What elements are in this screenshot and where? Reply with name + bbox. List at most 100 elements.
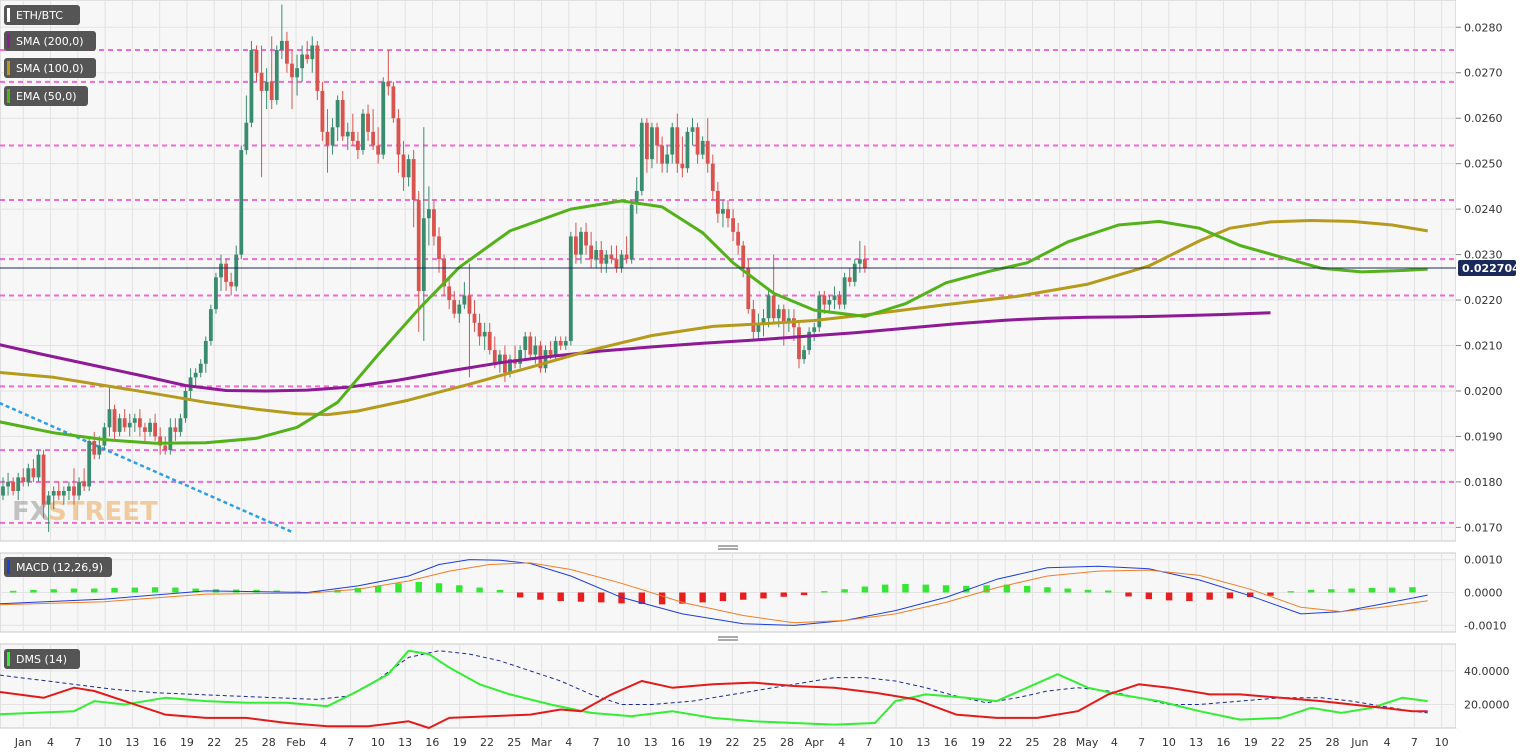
candle-bearish [290, 63, 294, 78]
candle-bullish [77, 481, 81, 496]
macd-histogram-bar-negative [699, 592, 706, 603]
x-tick-label: 7 [593, 736, 600, 749]
current-price-label: 0.022704 [1462, 262, 1520, 275]
candle-bullish [523, 336, 528, 351]
candle-bearish [350, 131, 355, 141]
candle-bearish [736, 231, 741, 246]
x-tick-label: 19 [1244, 736, 1258, 749]
candle-bullish [852, 263, 857, 282]
legend-macd[interactable]: MACD (12,26,9) [4, 557, 112, 577]
candle-bullish [553, 340, 558, 355]
candle-bullish [670, 127, 675, 155]
price-panel[interactable] [0, 0, 1457, 542]
dms-resize-handle[interactable] [718, 636, 738, 641]
candle-bullish [700, 140, 705, 155]
macd-histogram-bar-negative [1186, 592, 1193, 602]
candle-bullish [579, 231, 583, 255]
candle-bearish [158, 436, 163, 446]
candle-bullish [563, 340, 568, 346]
candle-bullish [6, 481, 10, 487]
x-tick-label: 7 [865, 736, 872, 749]
candle-bearish [153, 422, 157, 437]
x-tick-label: 13 [125, 736, 139, 749]
y-tick-label: 0.0190 [1464, 430, 1503, 443]
candle-bullish [46, 495, 51, 505]
macd-line [0, 559, 1428, 626]
legend-sma100[interactable]: SMA (100,0) [4, 58, 96, 78]
candle-bearish [371, 131, 376, 146]
candle-bullish [214, 277, 218, 310]
macd-histogram-bar-negative [658, 592, 666, 605]
x-tick-label: 22 [207, 736, 221, 749]
candle-bearish [558, 340, 563, 346]
candle-bearish [528, 336, 533, 355]
candle-bullish [300, 54, 305, 69]
candle-bullish [802, 350, 806, 360]
dms-panel[interactable] [0, 643, 1457, 729]
candle-bullish [335, 100, 340, 128]
candle-bullish [421, 218, 426, 291]
macd-indicator [0, 559, 1428, 626]
legend-sma200[interactable]: SMA (200,0) [4, 31, 96, 51]
macd-histogram-bar-positive [1307, 589, 1315, 593]
candle-bullish [26, 468, 31, 482]
candle-bearish [771, 295, 776, 319]
macd-histogram-bar-positive [50, 589, 57, 593]
candle-bearish [746, 268, 751, 310]
x-tick-label: 28 [1053, 736, 1067, 749]
legend-dms[interactable]: DMS (14) [4, 649, 80, 669]
macd-histogram-bar-positive [1064, 588, 1071, 593]
candle-bearish [396, 118, 401, 155]
macd-histogram-bar-negative [1145, 592, 1153, 600]
candle-bullish [634, 190, 639, 205]
macd-histogram-bar-positive [902, 583, 909, 593]
candle-bullish [198, 363, 203, 373]
candle-bullish [721, 209, 725, 214]
x-tick-label: 19 [971, 736, 985, 749]
candle-bearish [376, 145, 381, 155]
macd-histogram-bar-negative [800, 592, 808, 596]
candle-bullish [543, 350, 548, 369]
candle-bearish [644, 122, 649, 160]
candle-bearish [574, 236, 578, 255]
candle-bearish [112, 409, 117, 432]
y-tick-label: 0.0230 [1464, 249, 1503, 262]
candle-bearish [847, 277, 852, 282]
x-tick-label: 16 [153, 736, 167, 749]
macd-histogram-bar-negative [1267, 592, 1274, 596]
macd-histogram-bar-positive [861, 586, 869, 593]
candle-bullish [533, 345, 538, 355]
x-tick-label: 16 [671, 736, 685, 749]
macd-histogram-bar-positive [1003, 584, 1011, 593]
dms-minus-di-line [0, 680, 1428, 729]
y-tick-label: 0.0200 [1464, 385, 1503, 398]
macd-histogram-bar-positive [435, 583, 443, 593]
macd-histogram-bar-positive [354, 587, 362, 593]
candle-bearish [92, 440, 97, 455]
macd-histogram-bar-positive [1023, 585, 1031, 593]
legend-sma100-label: SMA (100,0) [16, 62, 84, 75]
candle-bearish [432, 209, 436, 237]
candle-bearish [305, 54, 310, 60]
candle-bearish [452, 300, 457, 314]
candle-bullish [761, 318, 766, 323]
macd-histogram-bar-positive [1084, 589, 1092, 593]
macd-histogram-bar-positive [1368, 587, 1376, 593]
candle-bullish [87, 440, 92, 487]
macd-histogram-bar-negative [1165, 592, 1173, 601]
macd-histogram-bar-positive [942, 585, 950, 593]
macd-resize-handle[interactable] [718, 545, 738, 550]
candle-bullish [812, 327, 817, 332]
last-price-line: 0.022704 [0, 260, 1520, 277]
candle-bullish [406, 159, 411, 178]
candle-bullish [264, 81, 269, 91]
legend-ema50[interactable]: EMA (50,0) [4, 86, 88, 106]
candle-bearish [163, 445, 168, 451]
candle-bullish [249, 50, 254, 123]
legend-pair[interactable]: ETH/BTC [4, 5, 80, 25]
candle-bullish [604, 254, 609, 264]
candle-bearish [822, 295, 827, 305]
candle-bullish [842, 277, 847, 305]
candle-bearish [781, 309, 786, 323]
